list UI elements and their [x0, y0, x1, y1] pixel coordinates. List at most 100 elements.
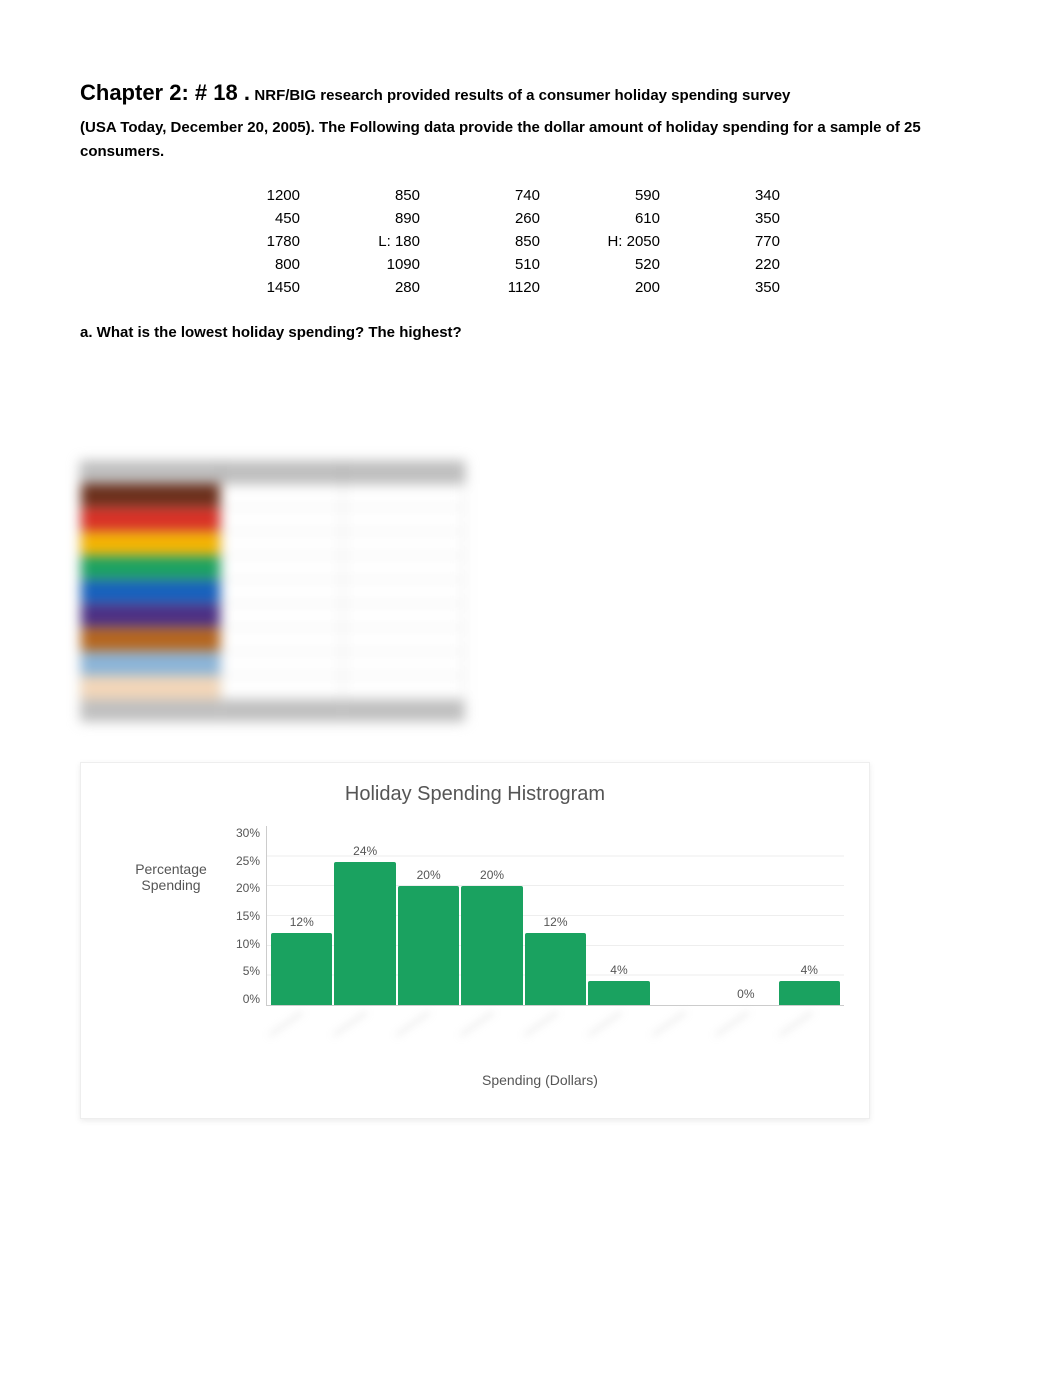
table-cell [221, 580, 343, 604]
bar-slot: 20% [398, 826, 459, 1005]
document-page: Chapter 2: # 18 . NRF/BIG research provi… [0, 0, 1062, 1159]
bar-slot: 0% [715, 826, 776, 1005]
table-cell [221, 676, 343, 700]
table-row [81, 604, 465, 628]
color-swatch-cell [81, 556, 221, 580]
x-tick-blurred [524, 1012, 557, 1036]
table-cell [343, 604, 465, 628]
bar-value-label: 4% [801, 963, 818, 977]
table-cell [343, 676, 465, 700]
table-cell: 200 [540, 276, 660, 299]
table-row [81, 508, 465, 532]
table-cell: 1200 [180, 184, 300, 207]
table-cell: 450 [180, 207, 300, 230]
x-tick-blurred [333, 1012, 366, 1036]
table-cell [343, 484, 465, 508]
bar-value-label: 0% [737, 987, 754, 1001]
question-a: a. What is the lowest holiday spending? … [80, 324, 982, 341]
table-cell: 850 [420, 230, 540, 253]
table-cell: 1120 [420, 276, 540, 299]
bar-slot [652, 826, 713, 1005]
x-tick-blurred [397, 1012, 430, 1036]
table-cell: 510 [420, 253, 540, 276]
color-swatch-cell [81, 676, 221, 700]
y-axis-title: Percentage Spending [106, 826, 236, 893]
table-cell: 740 [420, 184, 540, 207]
bar-value-label: 20% [417, 868, 441, 882]
bar-value-label: 12% [543, 915, 567, 929]
table-row [81, 652, 465, 676]
table-cell [343, 508, 465, 532]
table-cell: 350 [660, 207, 780, 230]
x-axis-ticks-blurred [270, 1006, 844, 1066]
bars-region: 12%24%20%20%12%4%0%4% [266, 826, 844, 1006]
table-cell: 350 [660, 276, 780, 299]
histogram-chart: Holiday Spending Histrogram Percentage S… [80, 762, 870, 1119]
bar-slot: 12% [271, 826, 332, 1005]
bar-slot: 4% [779, 826, 840, 1005]
y-tick-label: 30% [236, 826, 260, 840]
table-row: 1780L: 180850H: 2050770 [180, 230, 780, 253]
bar [525, 933, 586, 1005]
table-cell: 220 [660, 253, 780, 276]
table-row: 8001090510520220 [180, 253, 780, 276]
x-tick-blurred [460, 1012, 493, 1036]
color-swatch-cell [81, 484, 221, 508]
x-tick-blurred [779, 1012, 812, 1036]
table-cell [221, 484, 343, 508]
bar-value-label: 20% [480, 868, 504, 882]
x-tick-blurred [588, 1012, 621, 1036]
y-axis-ticks: 30% 25% 20% 15% 10% 5% 0% [236, 826, 266, 1006]
table-cell: 520 [540, 253, 660, 276]
table-cell: 340 [660, 184, 780, 207]
y-tick-label: 10% [236, 937, 260, 951]
table-row [81, 580, 465, 604]
table-cell: 610 [540, 207, 660, 230]
table-cell: 280 [300, 276, 420, 299]
description-text: (USA Today, December 20, 2005). The Foll… [80, 116, 982, 164]
table-row: 14502801120200350 [180, 276, 780, 299]
bar-slot: 20% [461, 826, 522, 1005]
color-swatch-cell [81, 628, 221, 652]
table-row [81, 484, 465, 508]
chapter-label: Chapter 2: # 18 . [80, 80, 250, 105]
table-cell [343, 580, 465, 604]
x-tick-blurred [652, 1012, 685, 1036]
bar [461, 886, 522, 1005]
table-cell: H: 2050 [540, 230, 660, 253]
bar [334, 862, 395, 1005]
table-cell [343, 532, 465, 556]
bar-value-label: 12% [290, 915, 314, 929]
x-tick-blurred [269, 1012, 302, 1036]
table-cell [221, 508, 343, 532]
y-tick-label: 5% [243, 964, 260, 978]
table-row [81, 676, 465, 700]
table-cell: 590 [540, 184, 660, 207]
table-cell: L: 180 [300, 230, 420, 253]
y-tick-label: 15% [236, 909, 260, 923]
x-axis-title: Spending (Dollars) [236, 1072, 844, 1088]
y-tick-label: 0% [243, 992, 260, 1006]
blurred-frequency-table [80, 461, 465, 722]
table-cell [221, 556, 343, 580]
bar-slot: 12% [525, 826, 586, 1005]
table-row: 1200850740590340 [180, 184, 780, 207]
color-swatch-cell [81, 508, 221, 532]
bar-value-label: 4% [610, 963, 627, 977]
color-swatch-cell [81, 580, 221, 604]
table-cell [221, 532, 343, 556]
table-row [81, 556, 465, 580]
chart-title: Holiday Spending Histrogram [106, 783, 844, 806]
table-cell [343, 628, 465, 652]
table-row: 450890260610350 [180, 207, 780, 230]
bar [398, 886, 459, 1005]
table-cell: 1450 [180, 276, 300, 299]
table-cell [221, 628, 343, 652]
table-cell: 770 [660, 230, 780, 253]
y-tick-label: 20% [236, 881, 260, 895]
table-row [81, 628, 465, 652]
table-cell [221, 604, 343, 628]
table-cell: 260 [420, 207, 540, 230]
bar-slot: 4% [588, 826, 649, 1005]
y-tick-label: 25% [236, 854, 260, 868]
